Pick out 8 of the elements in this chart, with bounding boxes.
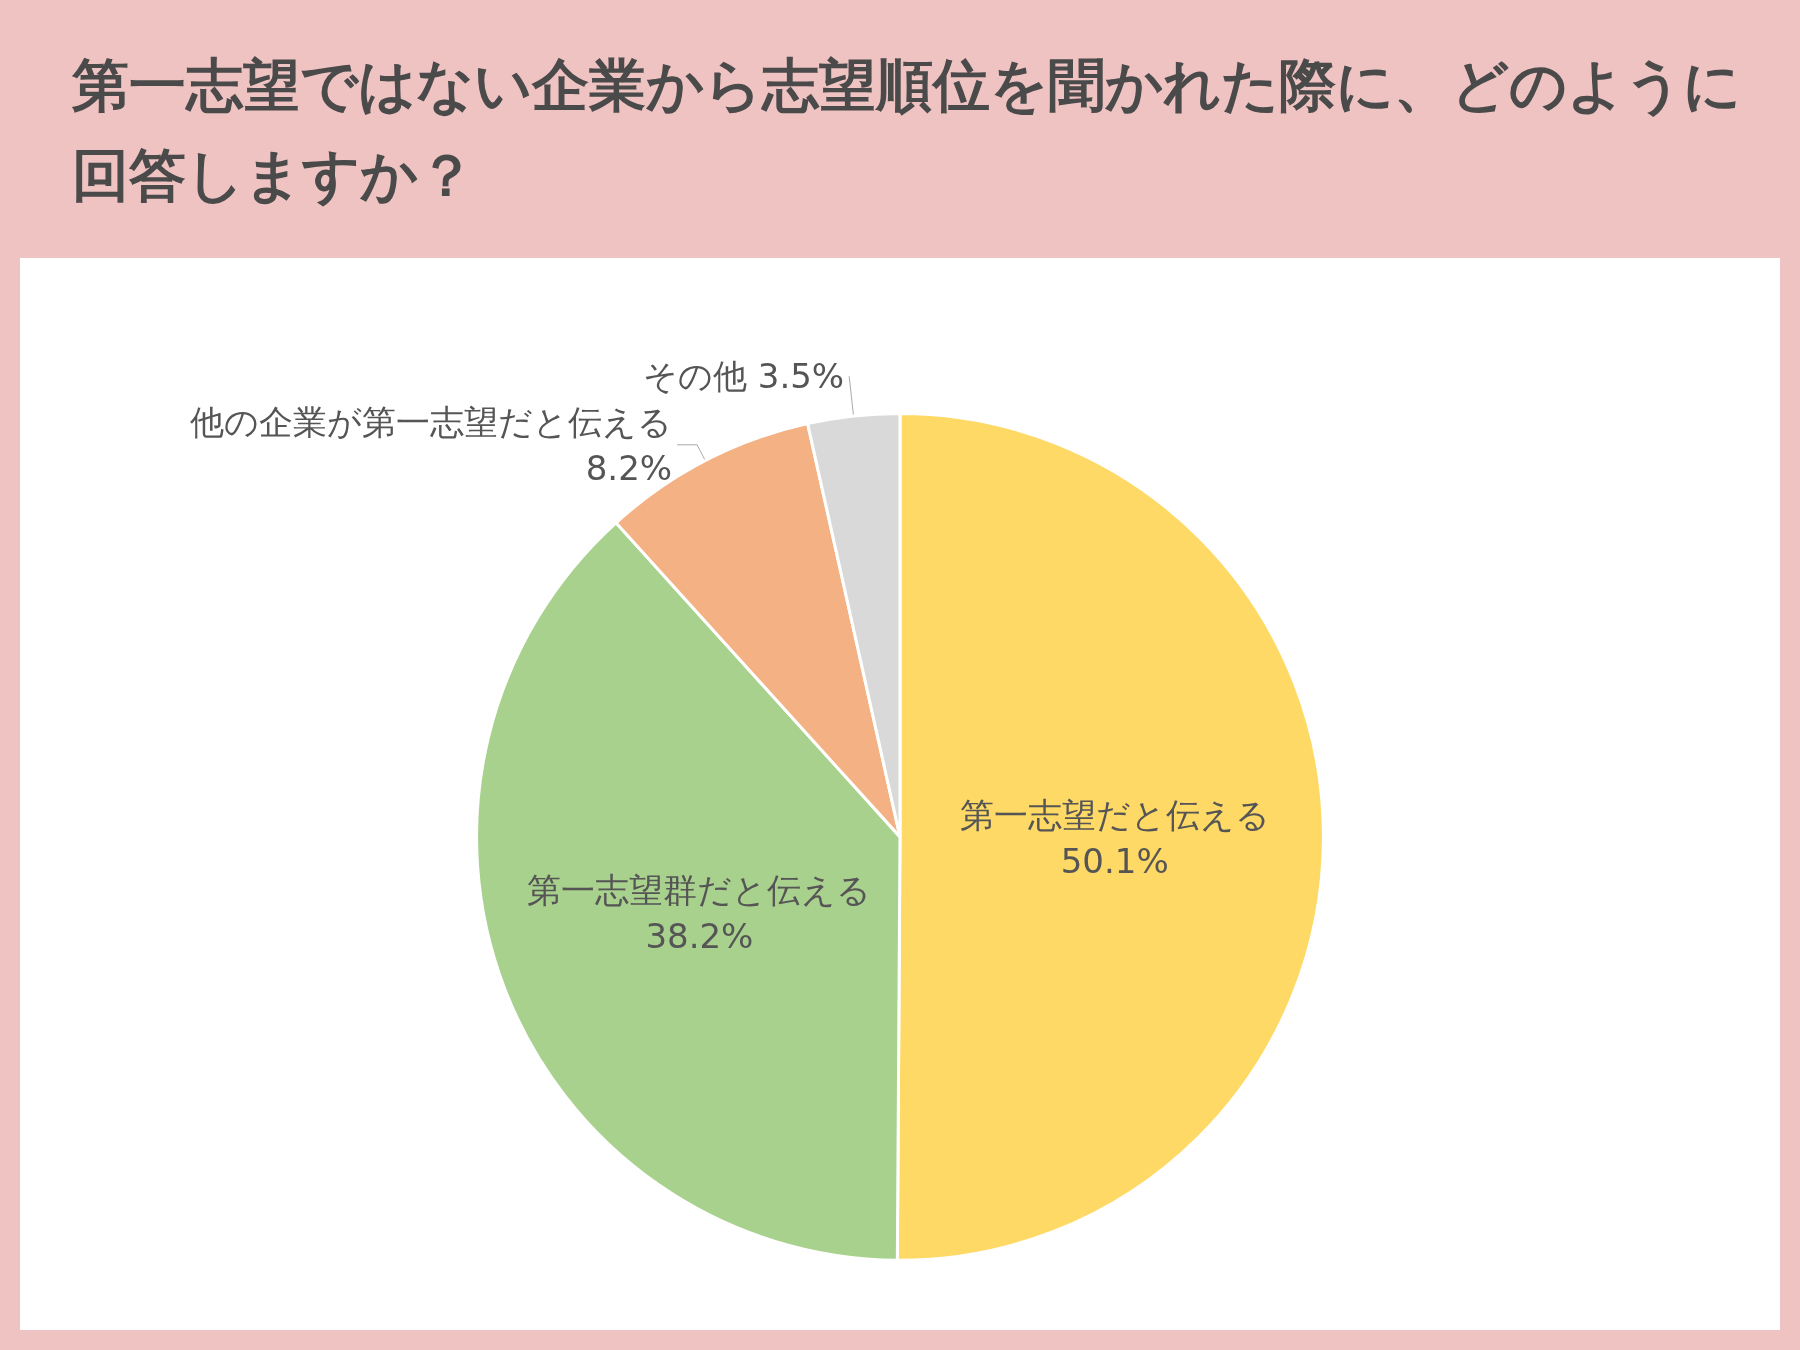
slice-label: その他 3.5% — [642, 356, 845, 397]
data-label: 50.1% — [1060, 840, 1169, 881]
slice-label: 他の企業が第一志望だと伝える — [190, 401, 673, 442]
data-label: 8.2% — [585, 447, 673, 488]
data-label: 38.2% — [645, 916, 754, 957]
slice-label: 第一志望群だと伝える — [527, 870, 872, 911]
chart-title: 第一志望ではない企業から志望順位を聞かれた際に、どのように回答しますか？ — [72, 51, 1742, 210]
slice-label: 第一志望だと伝える — [959, 794, 1270, 835]
